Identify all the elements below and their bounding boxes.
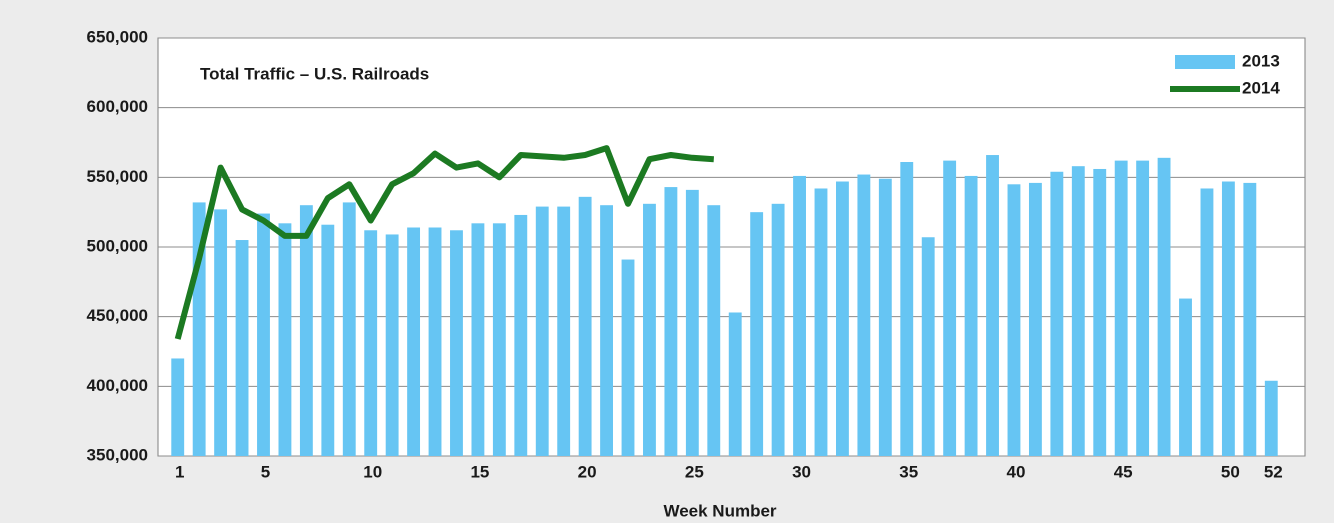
bar bbox=[1136, 160, 1150, 456]
x-tick-label: 10 bbox=[363, 462, 382, 481]
x-tick-label: 35 bbox=[899, 462, 918, 481]
bar bbox=[299, 205, 313, 456]
bar bbox=[836, 181, 849, 456]
bar bbox=[1093, 168, 1107, 456]
bar bbox=[1028, 182, 1042, 456]
x-tick-label: 30 bbox=[792, 462, 811, 481]
bar bbox=[471, 223, 485, 456]
bar bbox=[407, 227, 421, 456]
bar bbox=[750, 212, 764, 456]
bar bbox=[600, 205, 613, 456]
bar bbox=[235, 240, 249, 456]
bar bbox=[793, 175, 806, 456]
bar bbox=[878, 178, 892, 456]
bar bbox=[257, 213, 270, 456]
bar bbox=[492, 223, 506, 456]
bar bbox=[1179, 298, 1192, 456]
y-tick-label: 550,000 bbox=[87, 167, 148, 186]
bar bbox=[1114, 160, 1128, 456]
bar bbox=[1200, 188, 1214, 457]
bar bbox=[707, 205, 721, 456]
x-tick-label: 40 bbox=[1007, 462, 1026, 481]
bar bbox=[214, 209, 228, 456]
bar bbox=[557, 206, 571, 456]
legend-label: 2013 bbox=[1242, 51, 1280, 70]
bar bbox=[664, 187, 678, 456]
bar bbox=[385, 234, 399, 456]
x-tick-label: 1 bbox=[175, 462, 184, 481]
bar bbox=[278, 223, 292, 456]
bar bbox=[857, 174, 871, 456]
y-tick-label: 600,000 bbox=[87, 97, 148, 116]
bar bbox=[342, 202, 356, 456]
bar bbox=[1264, 380, 1278, 456]
bar bbox=[578, 196, 592, 456]
bar bbox=[428, 227, 442, 456]
legend-label: 2014 bbox=[1242, 78, 1280, 97]
bar bbox=[1007, 184, 1021, 457]
x-tick-label: 15 bbox=[470, 462, 489, 481]
bar bbox=[1243, 182, 1257, 456]
bar bbox=[1050, 171, 1064, 456]
bar bbox=[321, 224, 335, 456]
bar bbox=[986, 155, 999, 457]
x-tick-label: 50 bbox=[1221, 462, 1240, 481]
line bbox=[174, 145, 714, 340]
y-tick-label: 400,000 bbox=[87, 376, 148, 395]
y-tick-label: 500,000 bbox=[87, 236, 148, 255]
bar bbox=[1221, 181, 1235, 456]
bar bbox=[1157, 157, 1171, 456]
bar bbox=[685, 189, 699, 456]
bar bbox=[728, 312, 742, 456]
bar bbox=[171, 358, 185, 456]
bar bbox=[1071, 166, 1085, 457]
bar bbox=[964, 175, 978, 456]
x-tick-label: 45 bbox=[1114, 462, 1133, 481]
bar bbox=[814, 188, 828, 457]
y-tick-label: 350,000 bbox=[87, 445, 148, 464]
bar bbox=[450, 230, 463, 456]
x-tick-label: 5 bbox=[261, 462, 270, 481]
y-tick-label: 450,000 bbox=[87, 306, 148, 325]
bar bbox=[643, 203, 656, 456]
bar bbox=[921, 237, 935, 456]
bar bbox=[943, 160, 957, 456]
bar bbox=[535, 206, 549, 456]
bar bbox=[621, 259, 635, 456]
x-tick-label: 20 bbox=[578, 462, 597, 481]
x-tick-label: 25 bbox=[685, 462, 704, 481]
y-tick-label: 650,000 bbox=[87, 27, 148, 46]
chart-title: Total Traffic – U.S. Railroads bbox=[200, 64, 429, 83]
bar bbox=[771, 203, 785, 456]
legend-swatch bbox=[1175, 55, 1235, 69]
bar bbox=[900, 162, 914, 457]
x-axis-label: Week Number bbox=[663, 501, 776, 520]
bar bbox=[514, 214, 528, 456]
x-tick-label: 52 bbox=[1264, 462, 1283, 481]
bar bbox=[364, 230, 378, 456]
